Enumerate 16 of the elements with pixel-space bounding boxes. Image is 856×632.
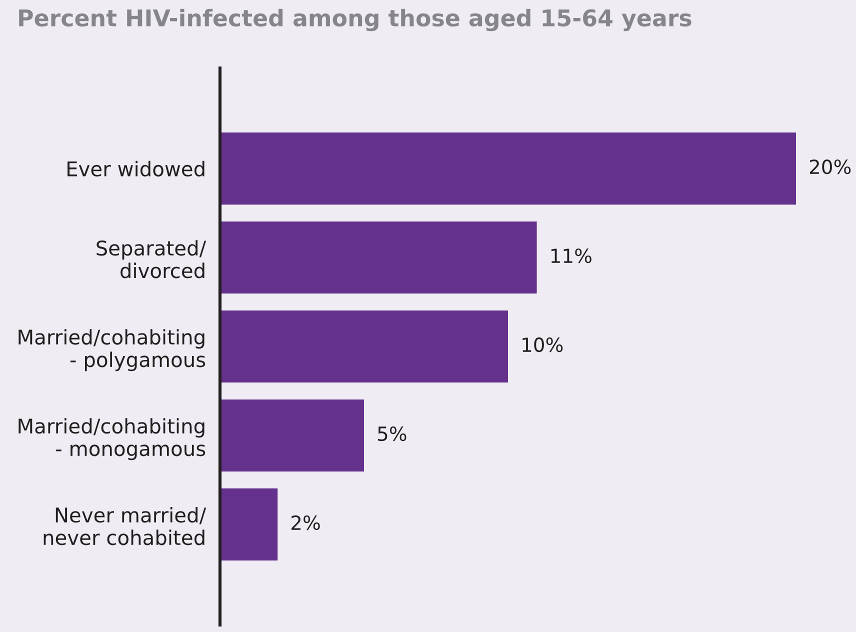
data-label: 2% bbox=[292, 515, 320, 530]
data-label: 10% bbox=[522, 337, 563, 352]
data-label: 5% bbox=[378, 426, 406, 442]
data-label: 20% bbox=[810, 159, 851, 174]
bar bbox=[220, 488, 278, 560]
y-tick-label: Never married/ never cohabited bbox=[44, 507, 206, 546]
bar bbox=[220, 221, 537, 294]
bar bbox=[220, 399, 364, 472]
data-label: 11% bbox=[551, 248, 592, 264]
bar bbox=[220, 132, 796, 205]
y-tick-label: Separated/ divorced bbox=[96, 240, 206, 278]
chart-title: Percent HIV-infected among those aged 15-64 years bbox=[19, 8, 692, 32]
y-tick-label: Married/cohabiting - monogamous bbox=[18, 418, 206, 460]
y-tick-label: Married/cohabiting - polygamous bbox=[18, 329, 206, 372]
bar bbox=[220, 310, 508, 383]
y-tick-label: Ever widowed bbox=[68, 160, 204, 176]
